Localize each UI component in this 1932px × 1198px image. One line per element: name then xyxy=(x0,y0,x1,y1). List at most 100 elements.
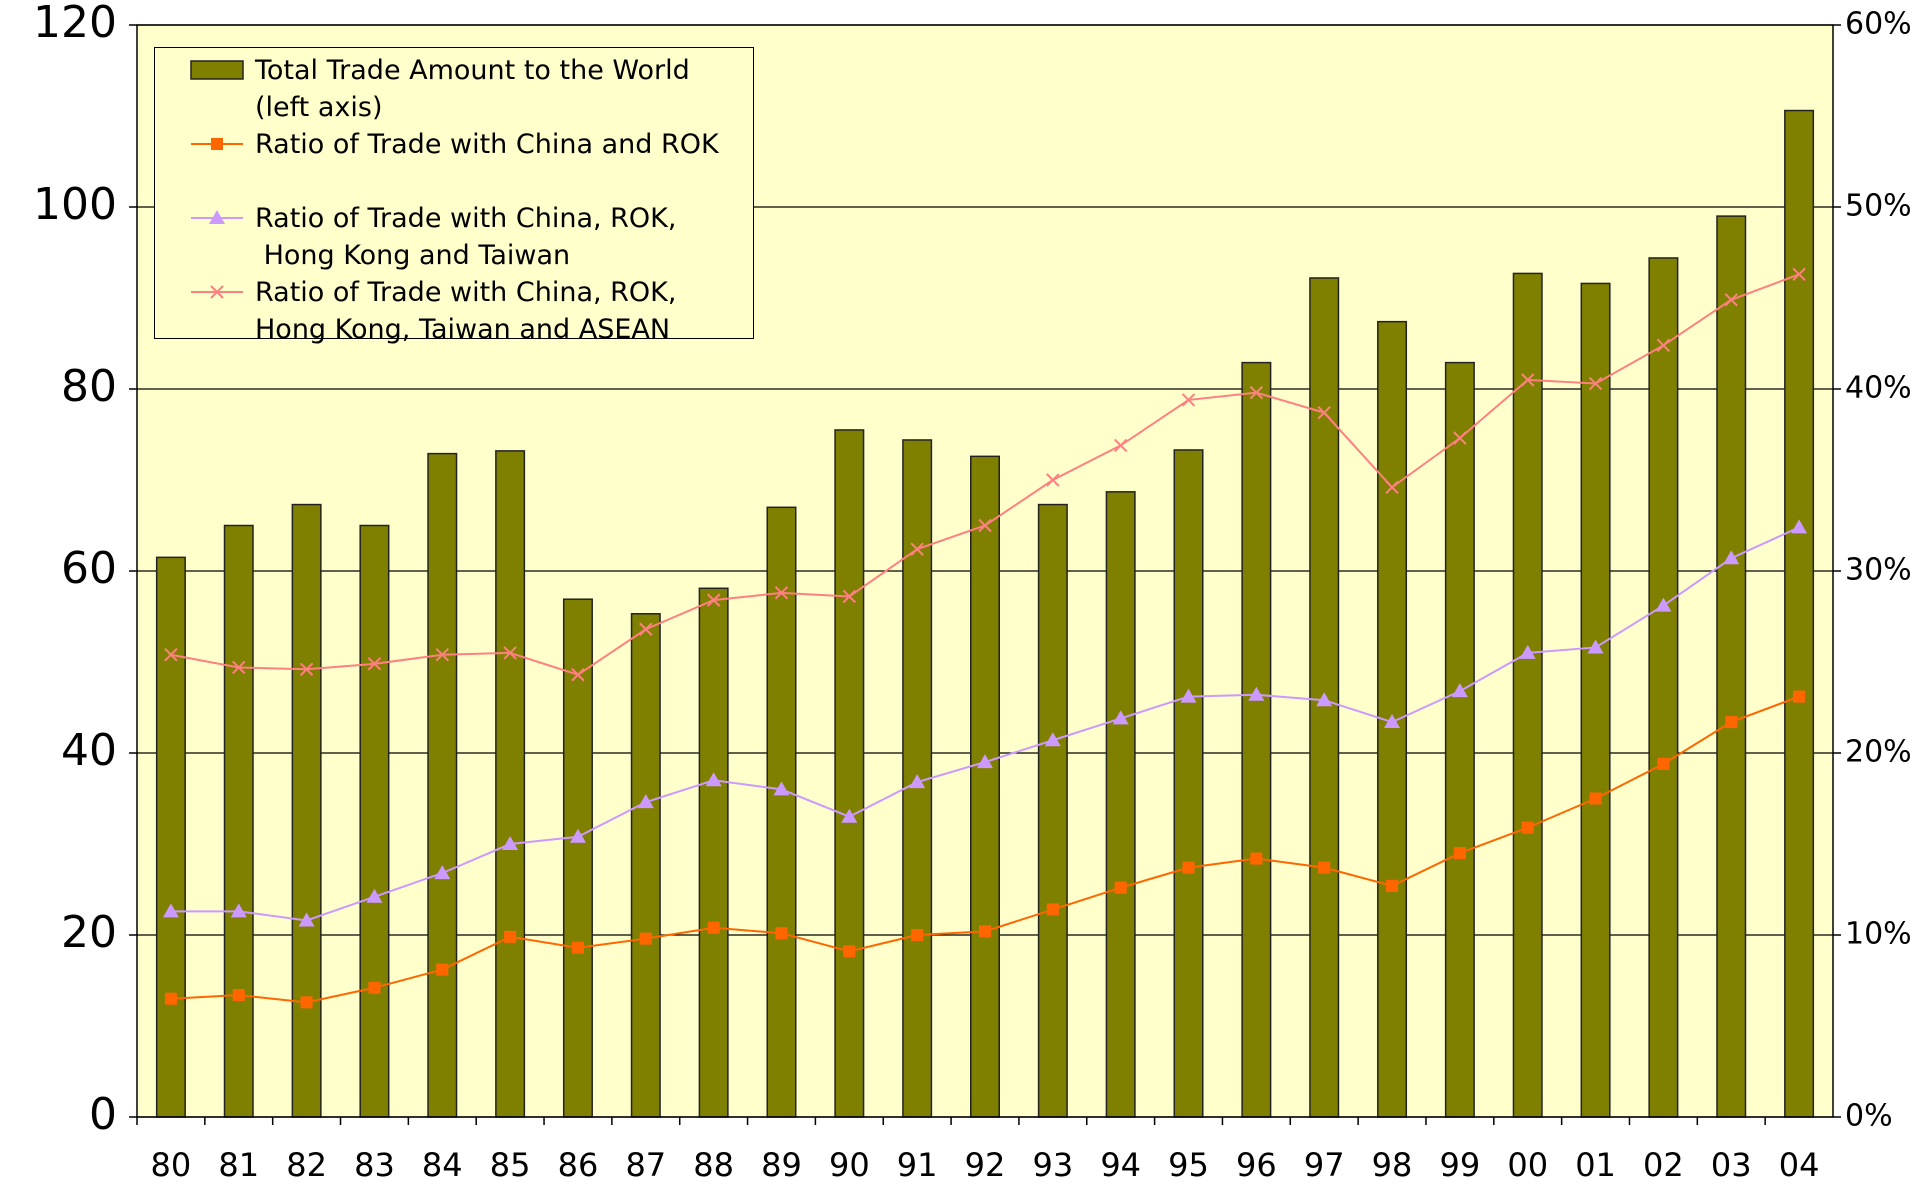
marker xyxy=(1318,861,1331,874)
x-tick-label: 98 xyxy=(1372,1146,1413,1184)
y2-tick-label: 50% xyxy=(1845,189,1912,224)
legend-label: Ratio of Trade with China and ROK xyxy=(255,129,719,160)
marker xyxy=(502,836,519,850)
y2-tick-label: 40% xyxy=(1845,371,1912,406)
marker xyxy=(1792,267,1806,282)
marker xyxy=(232,989,245,1002)
x-tick-label: 01 xyxy=(1575,1146,1616,1184)
x-tick-label: 90 xyxy=(829,1146,870,1184)
marker xyxy=(707,921,720,934)
marker xyxy=(1044,732,1061,747)
marker xyxy=(1451,683,1468,698)
bar xyxy=(359,524,390,1118)
marker xyxy=(1114,881,1127,894)
bar xyxy=(1105,491,1136,1118)
y-tick-label: 60 xyxy=(61,543,117,594)
marker xyxy=(1519,644,1536,659)
x-tick-label: 89 xyxy=(761,1146,802,1184)
legend: Total Trade Amount to the World (left ax… xyxy=(154,47,754,345)
bar xyxy=(970,455,1000,1118)
legend-key xyxy=(191,138,243,150)
marker xyxy=(978,518,992,533)
marker xyxy=(569,828,586,843)
marker xyxy=(164,992,177,1005)
marker xyxy=(1316,692,1333,707)
x-tick-label: 04 xyxy=(1779,1146,1820,1184)
marker xyxy=(1587,639,1604,654)
marker xyxy=(1655,597,1672,612)
marker xyxy=(1793,690,1806,703)
marker xyxy=(1521,373,1535,387)
bar xyxy=(291,503,322,1118)
legend-key xyxy=(191,285,243,299)
y2-tick-label: 30% xyxy=(1845,553,1912,588)
bar xyxy=(155,556,186,1118)
legend-marker xyxy=(210,285,224,299)
x-tick-label: 85 xyxy=(490,1146,531,1184)
marker xyxy=(1521,821,1534,834)
marker xyxy=(571,668,585,682)
bar xyxy=(766,506,797,1118)
bar xyxy=(1784,109,1815,1118)
marker xyxy=(1791,519,1808,534)
marker xyxy=(367,657,382,671)
marker xyxy=(1113,438,1128,453)
marker xyxy=(1384,714,1401,729)
marker xyxy=(843,945,856,958)
legend-marker xyxy=(209,210,225,224)
marker xyxy=(1046,903,1059,916)
marker xyxy=(1656,338,1671,353)
marker xyxy=(910,542,924,556)
bar xyxy=(1580,282,1611,1118)
marker xyxy=(1248,686,1265,701)
marker xyxy=(298,912,315,927)
x-tick-label: 94 xyxy=(1100,1146,1141,1184)
marker xyxy=(1182,861,1195,874)
x-tick-label: 97 xyxy=(1304,1146,1345,1184)
y-tick-label: 100 xyxy=(33,179,117,230)
marker xyxy=(1385,480,1399,494)
x-tick-label: 03 xyxy=(1711,1146,1752,1184)
y2-tick-label: 20% xyxy=(1845,735,1912,770)
x-tick-label: 00 xyxy=(1507,1146,1548,1184)
x-tick-label: 80 xyxy=(151,1146,192,1184)
marker xyxy=(366,888,383,903)
marker xyxy=(1453,847,1466,860)
marker xyxy=(775,927,788,940)
bar xyxy=(427,452,458,1118)
marker xyxy=(162,903,179,918)
legend-key xyxy=(190,60,244,80)
marker xyxy=(434,865,451,880)
marker xyxy=(1180,688,1197,703)
x-tick-label: 93 xyxy=(1032,1146,1073,1184)
marker xyxy=(909,774,926,789)
x-tick-label: 91 xyxy=(897,1146,938,1184)
bar xyxy=(1173,449,1204,1118)
marker xyxy=(1453,431,1467,445)
bar xyxy=(562,598,593,1118)
x-tick-label: 92 xyxy=(965,1146,1006,1184)
x-tick-label: 83 xyxy=(354,1146,395,1184)
marker xyxy=(1046,473,1060,487)
plot-border xyxy=(136,24,1834,1118)
marker xyxy=(637,794,654,809)
marker xyxy=(705,772,722,787)
legend-marker xyxy=(211,138,223,150)
marker xyxy=(435,648,449,662)
x-tick-label: 99 xyxy=(1440,1146,1481,1184)
marker xyxy=(232,660,246,675)
marker xyxy=(1112,710,1129,725)
marker xyxy=(1589,792,1602,805)
marker xyxy=(1250,852,1263,865)
marker xyxy=(841,808,858,823)
x-tick-label: 81 xyxy=(218,1146,259,1184)
legend-label: Ratio of Trade with China, ROK, Hong Kon… xyxy=(255,203,677,271)
marker xyxy=(1724,293,1738,307)
x-tick-label: 84 xyxy=(422,1146,463,1184)
x-tick-label: 02 xyxy=(1643,1146,1684,1184)
x-tick-label: 87 xyxy=(625,1146,666,1184)
marker xyxy=(1725,716,1738,729)
y-tick-label: 80 xyxy=(61,361,117,412)
marker xyxy=(299,662,314,676)
